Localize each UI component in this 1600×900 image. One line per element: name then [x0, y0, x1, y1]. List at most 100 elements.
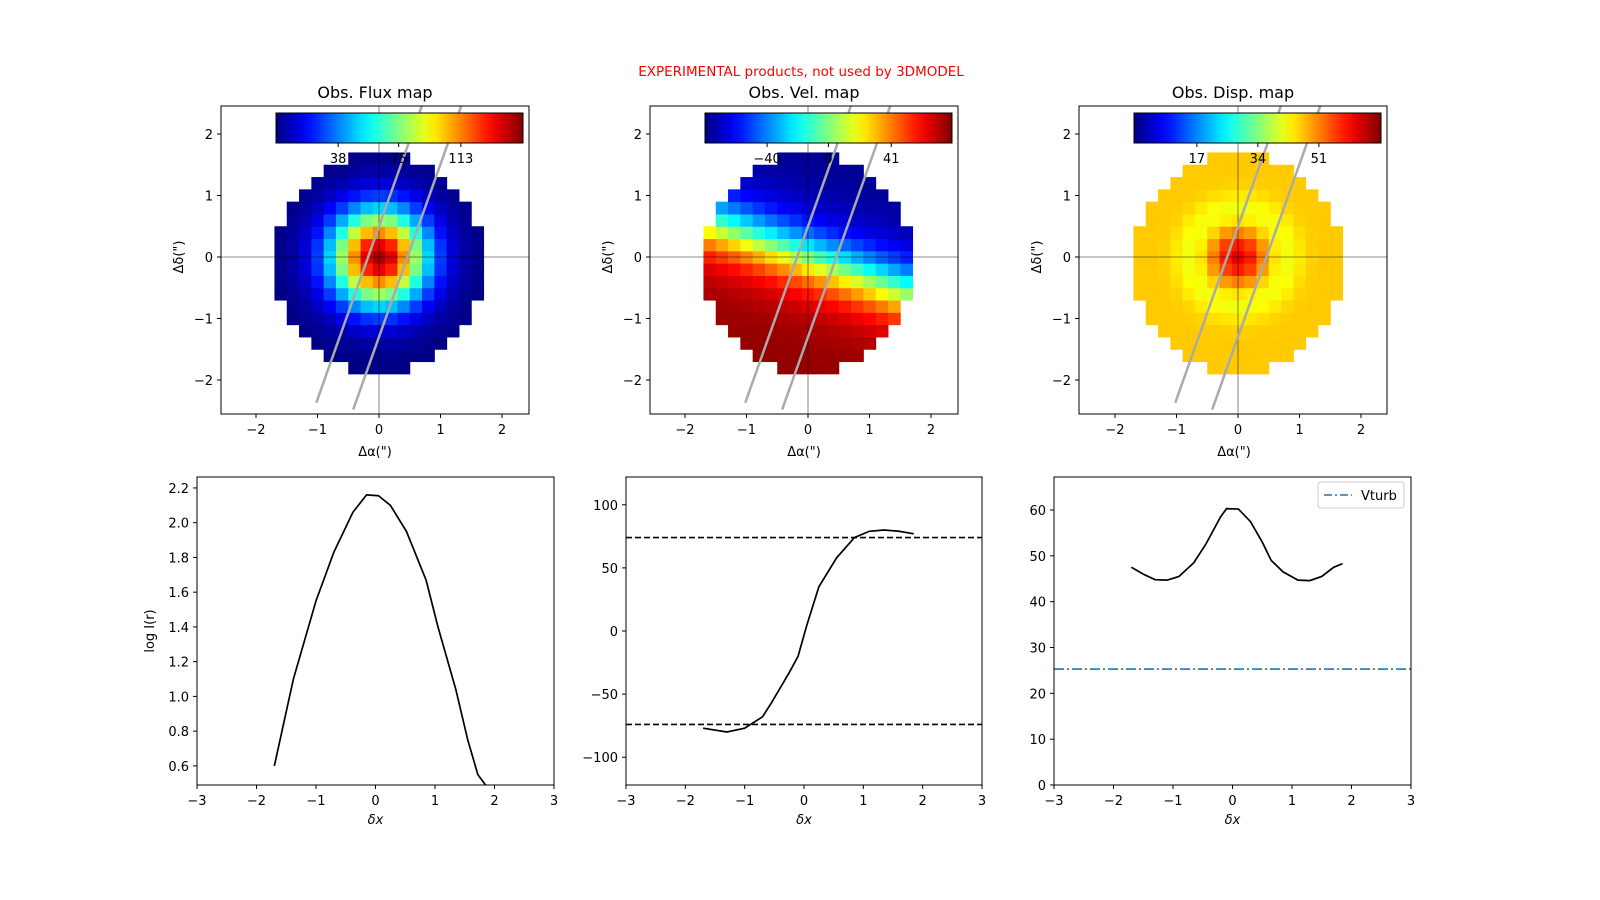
map-pixel: [875, 213, 889, 227]
map-pixel: [471, 275, 485, 289]
map-pixel: [348, 177, 362, 190]
map-pixel: [311, 189, 325, 203]
y-tick-label: 2.2: [168, 482, 189, 497]
map-pixel: [1219, 201, 1233, 215]
map-pixel: [777, 213, 791, 227]
map-pixel: [458, 263, 472, 276]
profile-line: [273, 494, 487, 786]
map-pixel: [1207, 336, 1221, 350]
map-pixel: [1207, 164, 1221, 178]
map-pixel: [715, 226, 729, 240]
map-pixel: [740, 336, 754, 350]
map-pixel: [360, 324, 374, 338]
colorbar-tick-label: 38: [330, 152, 347, 167]
map-pixel: [740, 300, 754, 313]
x-tick-label: 0: [1234, 423, 1242, 438]
y-tick-label: 0: [634, 251, 642, 266]
map-pixels: [703, 152, 914, 375]
map-pixel: [1317, 238, 1331, 252]
map-pixel: [1158, 324, 1171, 338]
map-pixel: [764, 201, 778, 215]
map-pixel: [1281, 213, 1294, 227]
map-pixel: [838, 336, 852, 350]
map-pixel: [1244, 312, 1257, 326]
map-pixel: [887, 238, 901, 252]
map-pixel: [838, 312, 852, 326]
map-pixel: [777, 324, 791, 338]
map-pixel: [458, 275, 472, 289]
map-pixel: [409, 275, 423, 289]
map-pixel: [434, 287, 448, 301]
map-pixel: [360, 275, 374, 289]
map-pixel: [1268, 177, 1282, 190]
map-title: Obs. Vel. map: [749, 83, 860, 102]
x-tick-label: 3: [550, 794, 558, 809]
map-pixel: [1207, 177, 1221, 190]
map-pixel: [851, 300, 864, 313]
map-pixel: [777, 226, 791, 240]
y-tick-label: −100: [582, 751, 618, 766]
map-pixel: [1194, 287, 1208, 301]
map-pixel: [1317, 263, 1331, 276]
map-pixel: [1182, 177, 1196, 190]
map-pixel: [826, 361, 840, 375]
x-tick-label: −2: [1104, 794, 1123, 809]
map-pixel: [1293, 336, 1307, 350]
slit-line: [744, 106, 853, 404]
profile-line: [702, 529, 914, 733]
map-pixel: [838, 164, 852, 178]
map-pixel: [814, 263, 827, 276]
map-pixel: [397, 349, 411, 363]
map-pixel: [1268, 164, 1282, 178]
colorbar: [704, 112, 953, 144]
y-tick-label: 20: [1029, 687, 1046, 702]
map-pixel: [1182, 336, 1196, 350]
map-pixel: [335, 300, 349, 313]
map-pixel: [875, 238, 889, 252]
colorbar: [1133, 112, 1382, 144]
map-pixel: [323, 226, 337, 240]
x-tick-label: 2: [927, 423, 935, 438]
map-pixel: [1219, 300, 1233, 313]
map-pixel: [397, 213, 411, 227]
map-pixel: [360, 177, 374, 190]
map-panel-1: 38 75 113 −2 −2 −1 −1 0 0 1 1 2 2 Δα(") Δδ(") Obs. Flux…: [172, 83, 530, 460]
map-pixel: [1133, 263, 1147, 276]
x-tick-label: 0: [375, 423, 383, 438]
map-pixel: [1256, 287, 1270, 301]
map-pixel: [1317, 226, 1331, 240]
map-pixel: [1281, 336, 1294, 350]
map-pixel: [360, 213, 374, 227]
map-pixel: [1305, 213, 1319, 227]
map-pixel: [422, 238, 435, 252]
map-pixel: [752, 324, 766, 338]
map-pixel: [887, 312, 901, 326]
map-pixel: [360, 152, 374, 166]
map-pixel: [1182, 275, 1196, 289]
map-pixel: [434, 312, 448, 326]
map-pixel: [1281, 300, 1294, 313]
map-pixel: [397, 201, 411, 215]
map-pixel: [1182, 213, 1196, 227]
map-pixel: [1317, 275, 1331, 289]
map-pixel: [1305, 275, 1319, 289]
map-pixel: [274, 226, 288, 240]
map-pixel: [826, 201, 840, 215]
map-pixel: [446, 324, 460, 338]
colorbar-tick-label: −40: [753, 152, 780, 167]
map-pixel: [1305, 263, 1319, 276]
map-pixel: [409, 201, 423, 215]
map-pixel: [348, 164, 362, 178]
map-pixel: [409, 300, 423, 313]
y-tick-label: 60: [1029, 504, 1046, 519]
map-pixel: [1305, 189, 1319, 203]
map-pixel: [752, 275, 766, 289]
map-pixel: [728, 226, 741, 240]
map-pixel: [1145, 238, 1159, 252]
map-pixel: [1170, 201, 1184, 215]
map-pixel: [1194, 177, 1208, 190]
map-pixel: [851, 263, 864, 276]
x-tick-label: −1: [735, 794, 754, 809]
map-pixel: [335, 177, 349, 190]
map-pixel: [1145, 226, 1159, 240]
